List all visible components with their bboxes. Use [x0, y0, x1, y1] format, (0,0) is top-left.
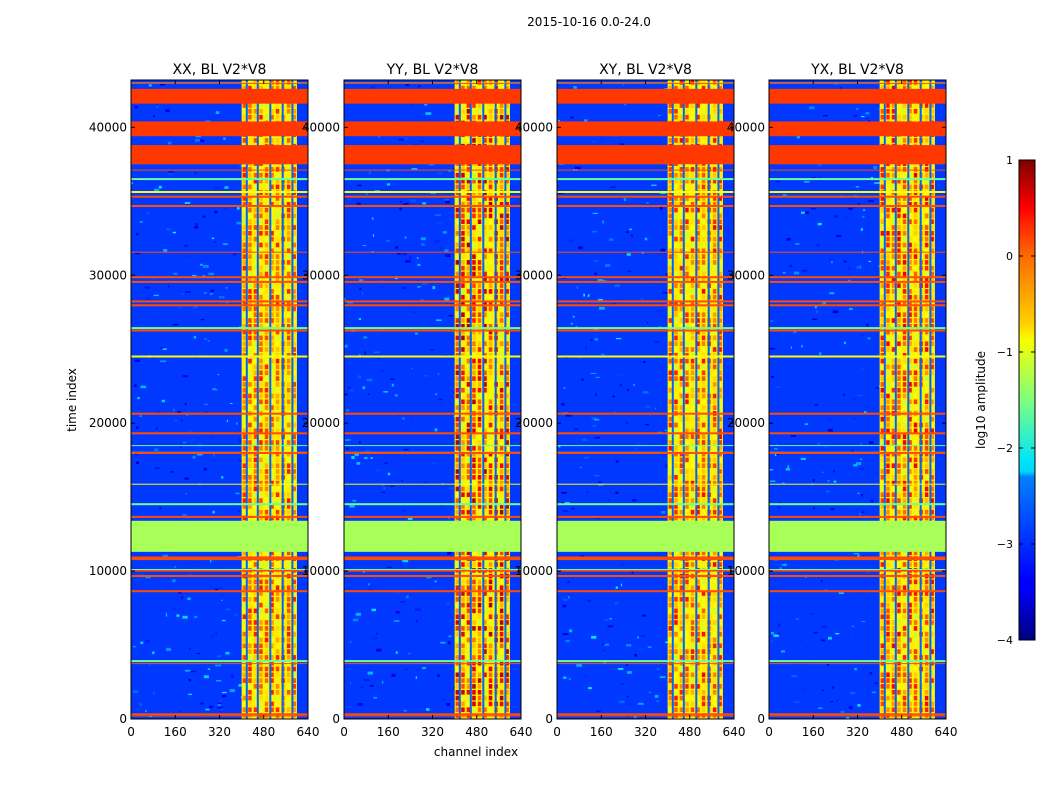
x-tick-label: 480 [252, 725, 275, 739]
y-tick-label: 30000 [727, 268, 765, 282]
x-tick-label: 160 [590, 725, 613, 739]
y-tick-label: 20000 [727, 416, 765, 430]
x-tick-label: 160 [164, 725, 187, 739]
y-tick-label: 40000 [515, 120, 553, 134]
flagged-band [131, 145, 308, 165]
x-tick-label: 160 [802, 725, 825, 739]
colorbar-gradient [1018, 159, 1036, 641]
flagged-band [131, 121, 308, 137]
panel-title: XY, BL V2*V8 [599, 62, 692, 78]
panel-title: YX, BL V2*V8 [810, 62, 904, 78]
flagged-band [557, 145, 734, 165]
x-tick-label: 320 [208, 725, 231, 739]
colorbar-tick-label: −3 [997, 538, 1013, 551]
colorbar-tick-label: −1 [997, 346, 1013, 359]
colorbar-label: log10 amplitude [974, 351, 988, 449]
colorbar-tick-label: −4 [997, 634, 1013, 647]
panel-2: YY, BL V2*V8 0 160 320 480 640 0 10000 20000 3000… [302, 62, 533, 739]
y-axis-label: time index [65, 368, 79, 432]
flagged-band [769, 121, 946, 137]
y-tick-label: 30000 [302, 268, 340, 282]
flagged-band [344, 121, 521, 137]
panel-4: YX, BL V2*V8 0 160 320 480 640 0 10000 20000 3000… [727, 62, 958, 739]
y-tick-label: 20000 [302, 416, 340, 430]
panel-3: XY, BL V2*V8 0 160 320 480 640 0 10000 20000 3000… [515, 62, 746, 739]
x-tick-label: 320 [634, 725, 657, 739]
y-tick-label: 40000 [89, 120, 127, 134]
colorbar-tick-label: 0 [1006, 250, 1013, 263]
panel-1: XX, BL V2*V8 0 160 320 480 640 0 10000 20000 3000… [89, 62, 320, 739]
x-axis-label: channel index [434, 745, 518, 759]
y-tick-label: 10000 [515, 564, 553, 578]
x-tick-label: 160 [377, 725, 400, 739]
y-tick-label: 30000 [89, 268, 127, 282]
figure-suptitle: 2015-10-16 0.0-24.0 [527, 15, 651, 29]
y-tick-label: 30000 [515, 268, 553, 282]
flagged-band [131, 88, 308, 104]
colorbar: 1 0 −1 −2 −3 −4 log10 amplitude [974, 154, 1036, 647]
flagged-band [131, 520, 308, 552]
panels-group: XX, BL V2*V8 0 160 320 480 640 0 10000 20000 3000… [89, 62, 958, 739]
x-tick-label: 480 [465, 725, 488, 739]
x-tick-label: 640 [935, 725, 958, 739]
x-tick-label: 480 [890, 725, 913, 739]
flagged-band [769, 88, 946, 104]
x-tick-label: 640 [723, 725, 746, 739]
flagged-band [344, 520, 521, 552]
x-tick-label: 320 [846, 725, 869, 739]
y-tick-label: 10000 [302, 564, 340, 578]
colorbar-tick-label: −2 [997, 442, 1013, 455]
panel-title: YY, BL V2*V8 [386, 62, 479, 78]
flagged-band [557, 121, 734, 137]
x-tick-label: 640 [510, 725, 533, 739]
y-tick-label: 10000 [727, 564, 765, 578]
x-tick-label: 640 [297, 725, 320, 739]
y-tick-label: 20000 [515, 416, 553, 430]
y-tick-label: 0 [332, 712, 340, 726]
flagged-band [769, 145, 946, 165]
x-tick-label: 0 [765, 725, 773, 739]
flagged-band [344, 88, 521, 104]
x-tick-label: 480 [678, 725, 701, 739]
x-tick-label: 0 [127, 725, 135, 739]
y-tick-label: 0 [757, 712, 765, 726]
y-tick-label: 20000 [89, 416, 127, 430]
panel-title: XX, BL V2*V8 [173, 62, 267, 78]
x-tick-label: 0 [340, 725, 348, 739]
flagged-band [344, 145, 521, 165]
y-tick-label: 40000 [727, 120, 765, 134]
y-tick-label: 10000 [89, 564, 127, 578]
flagged-band [769, 520, 946, 552]
x-tick-label: 0 [553, 725, 561, 739]
colorbar-tick-label: 1 [1006, 154, 1013, 167]
y-tick-label: 0 [545, 712, 553, 726]
x-tick-label: 320 [421, 725, 444, 739]
flagged-band [557, 88, 734, 104]
flagged-band [557, 520, 734, 552]
y-tick-label: 40000 [302, 120, 340, 134]
y-tick-label: 0 [119, 712, 127, 726]
